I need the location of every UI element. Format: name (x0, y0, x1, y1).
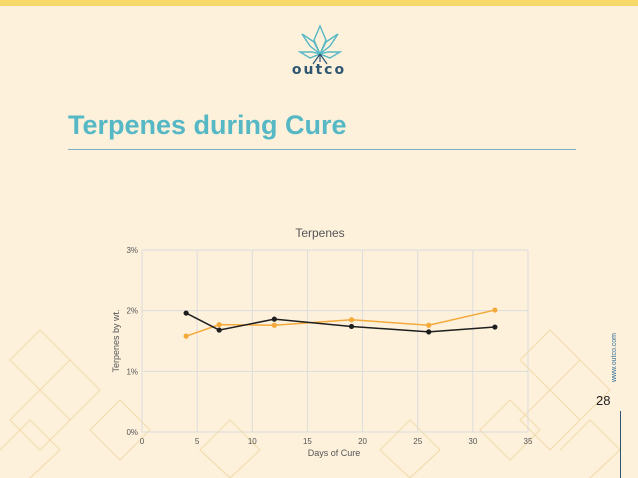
series-1-point (271, 322, 277, 328)
y-tick-label: 2% (126, 307, 138, 316)
x-tick-label: 10 (248, 437, 257, 446)
x-tick-label: 30 (468, 437, 477, 446)
page-number: 28 (596, 393, 611, 408)
brand-name: outco (291, 62, 347, 78)
series-2-point (183, 310, 189, 316)
series-1-point (216, 322, 222, 328)
y-axis-label: Terpenes by wt. (111, 309, 121, 372)
series-2-point (216, 327, 222, 333)
y-tick-label: 0% (126, 428, 138, 437)
y-tick-label: 3% (126, 246, 138, 255)
series-1-point (183, 333, 189, 339)
series-1-point (492, 307, 498, 313)
outco-leaf-logo-icon (297, 24, 343, 65)
series-2-point (426, 329, 432, 335)
x-tick-label: 20 (358, 437, 367, 446)
series-1-line (185, 309, 496, 337)
chart-title: Terpenes (295, 226, 344, 240)
side-divider (620, 411, 621, 478)
x-tick-label: 25 (413, 437, 422, 446)
x-tick-label: 5 (195, 437, 200, 446)
slide-title: Terpenes during Cure (68, 110, 347, 140)
website-url[interactable]: www.outco.com (611, 332, 618, 382)
series-1-point (426, 322, 432, 328)
series-2-line (185, 312, 495, 333)
x-axis-label: Days of Cure (308, 448, 361, 458)
series-2-point (348, 323, 355, 330)
x-tick-label: 15 (303, 437, 312, 446)
series-1-point (348, 317, 355, 323)
top-accent-bar (0, 0, 638, 6)
background-leaf-pattern (0, 329, 621, 478)
y-tick-label: 1% (126, 367, 138, 376)
series-2-point (492, 324, 498, 330)
title-divider (68, 149, 576, 150)
x-tick-label: 35 (524, 437, 533, 446)
series-2-point (271, 316, 277, 322)
x-tick-label: 0 (140, 437, 145, 446)
